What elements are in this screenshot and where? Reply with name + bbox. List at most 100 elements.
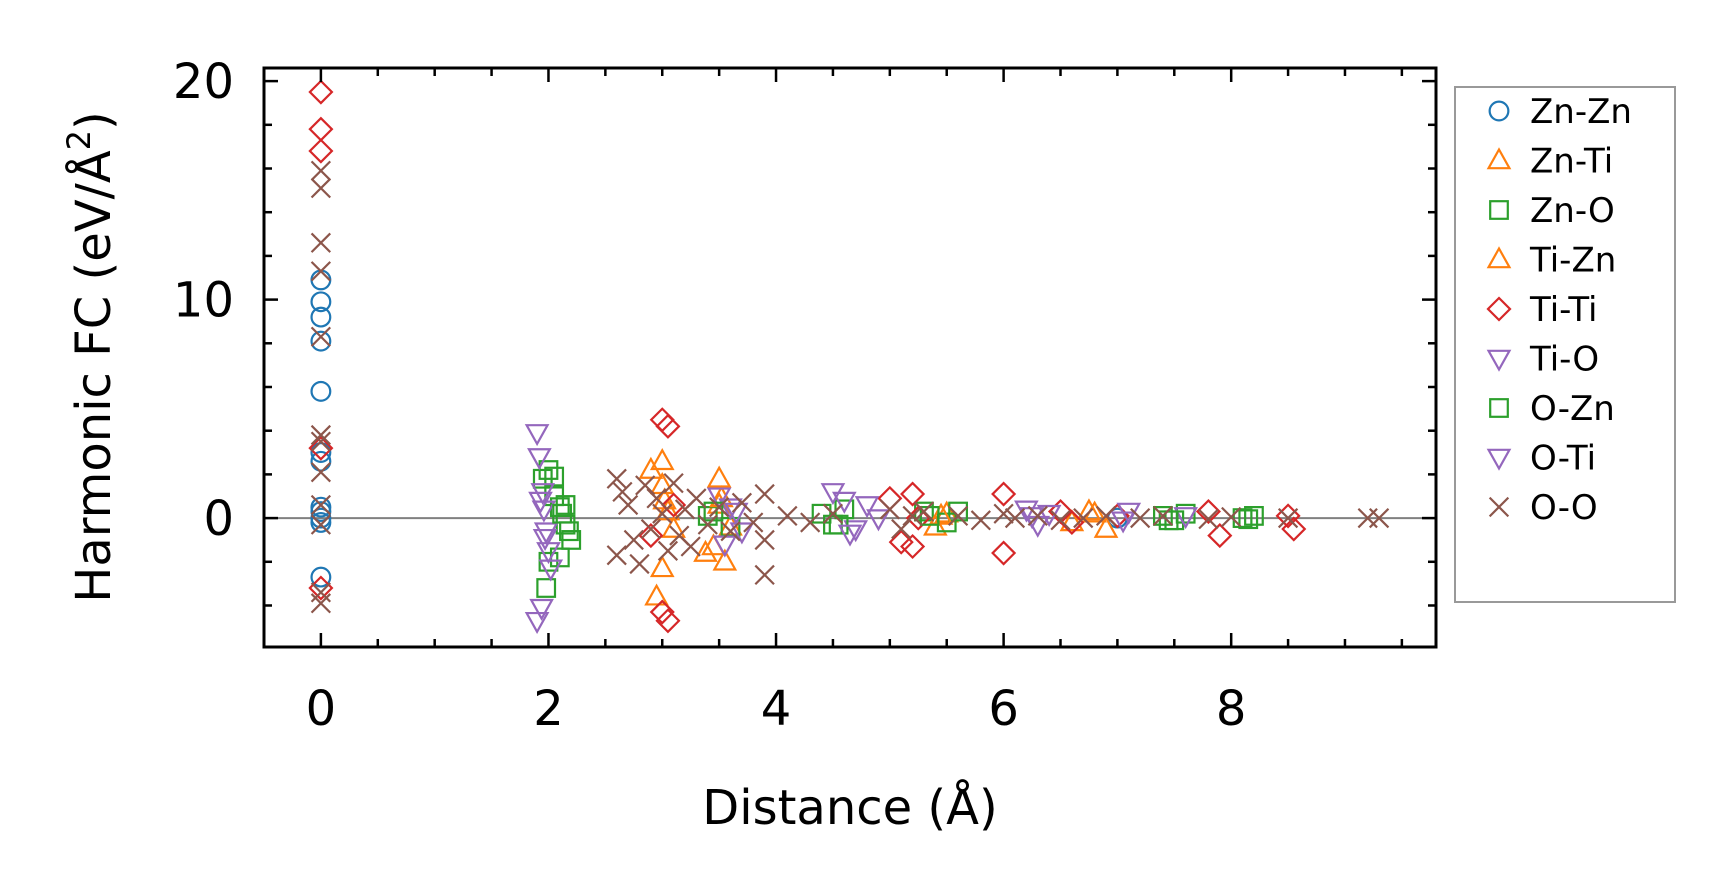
legend-item-zn-zn: Zn-Zn — [1488, 92, 1632, 132]
x-tick-label: 8 — [1216, 681, 1247, 737]
data-point — [1238, 509, 1259, 530]
data-point — [709, 497, 730, 518]
legend-marker — [1489, 398, 1509, 418]
data-point — [731, 492, 753, 513]
data-point — [1027, 505, 1048, 527]
data-point — [1277, 507, 1299, 529]
legend-item-o-o: O-O — [1488, 488, 1598, 528]
data-point — [308, 435, 334, 461]
data-point — [310, 306, 332, 328]
x-tick-label: 2 — [533, 681, 564, 737]
data-point — [1110, 511, 1136, 534]
data-point — [559, 521, 579, 542]
plot-background — [264, 68, 1436, 647]
legend-marker — [1488, 496, 1510, 518]
data-point — [1076, 498, 1102, 521]
legend-label: Ti-Ti — [1529, 290, 1598, 330]
data-point — [1153, 506, 1173, 526]
data-point — [310, 178, 332, 199]
legend-marker — [1486, 448, 1512, 471]
legend-marker — [1486, 349, 1512, 372]
legend-item-o-zn: O-Zn — [1489, 389, 1615, 429]
data-point — [655, 413, 681, 439]
data-point — [310, 261, 332, 282]
data-point — [1173, 507, 1198, 530]
y-tick-label: 20 — [173, 54, 234, 110]
axis-tick-labels: 0 2 4 6 8 0 10 20 — [173, 54, 1247, 737]
data-point — [743, 512, 764, 533]
data-point — [902, 505, 923, 527]
data-point — [638, 523, 664, 549]
data-point — [536, 578, 557, 598]
data-point — [1195, 498, 1221, 525]
data-point — [879, 499, 900, 520]
data-point — [538, 559, 564, 582]
data-point — [532, 528, 558, 552]
data-point — [822, 503, 844, 524]
data-point — [310, 232, 332, 253]
data-point — [544, 466, 565, 487]
data-point — [649, 599, 675, 625]
data-point — [310, 160, 332, 181]
data-point — [310, 501, 332, 522]
data-point — [640, 518, 662, 540]
data-point — [712, 548, 738, 571]
data-point — [970, 510, 991, 531]
data-point — [991, 540, 1017, 566]
legend-label: O-Ti — [1530, 439, 1596, 479]
data-point — [649, 555, 675, 578]
legend-item-zn-ti: Zn-Ti — [1486, 142, 1613, 182]
data-point — [866, 509, 891, 532]
data-point — [652, 503, 673, 524]
data-point — [623, 529, 644, 551]
data-point — [644, 583, 669, 606]
data-point — [900, 533, 926, 560]
data-point — [1368, 507, 1390, 529]
legend-box — [1454, 86, 1676, 603]
data-point — [754, 529, 775, 551]
data-point — [310, 593, 332, 614]
data-point — [629, 553, 650, 575]
data-point — [900, 481, 926, 507]
data-point — [811, 503, 832, 524]
data-point — [754, 564, 775, 586]
data-point — [606, 468, 627, 489]
y-axis-title: Harmonic FC (eV/Å2) — [60, 111, 122, 603]
data-point — [843, 520, 869, 543]
data-point — [310, 380, 332, 402]
plot-content — [264, 79, 1436, 635]
data-point — [697, 514, 718, 535]
data-point — [754, 483, 775, 505]
data-point — [800, 512, 821, 533]
data-point — [854, 496, 880, 519]
data-point — [1050, 510, 1071, 531]
y-tick-label: 10 — [173, 273, 234, 329]
data-point — [993, 503, 1014, 524]
data-point — [310, 442, 332, 463]
data-point — [723, 502, 749, 525]
data-point — [831, 491, 857, 514]
data-point — [706, 465, 732, 488]
legend-label: Zn-Ti — [1530, 142, 1613, 182]
data-point — [680, 536, 701, 557]
legend-item-ti-zn: Ti-Zn — [1486, 241, 1616, 281]
legend-label: O-O — [1530, 488, 1598, 528]
legend-label: Ti-O — [1529, 340, 1599, 380]
data-point — [1130, 507, 1151, 529]
legend-label: O-Zn — [1530, 389, 1615, 429]
legend-label: Ti-Zn — [1529, 241, 1616, 281]
data-point — [1073, 507, 1094, 529]
data-point — [308, 138, 334, 164]
legend-marker — [1486, 246, 1512, 269]
legend-marker — [1486, 296, 1512, 322]
data-point — [837, 524, 863, 547]
data-point — [657, 540, 679, 561]
data-point — [948, 501, 968, 522]
legend-label: Zn-Zn — [1530, 92, 1632, 132]
data-point — [1093, 515, 1119, 538]
data-point — [686, 488, 707, 509]
data-point — [646, 488, 667, 509]
y-tick-label: 0 — [203, 491, 234, 547]
data-point — [1198, 509, 1219, 530]
